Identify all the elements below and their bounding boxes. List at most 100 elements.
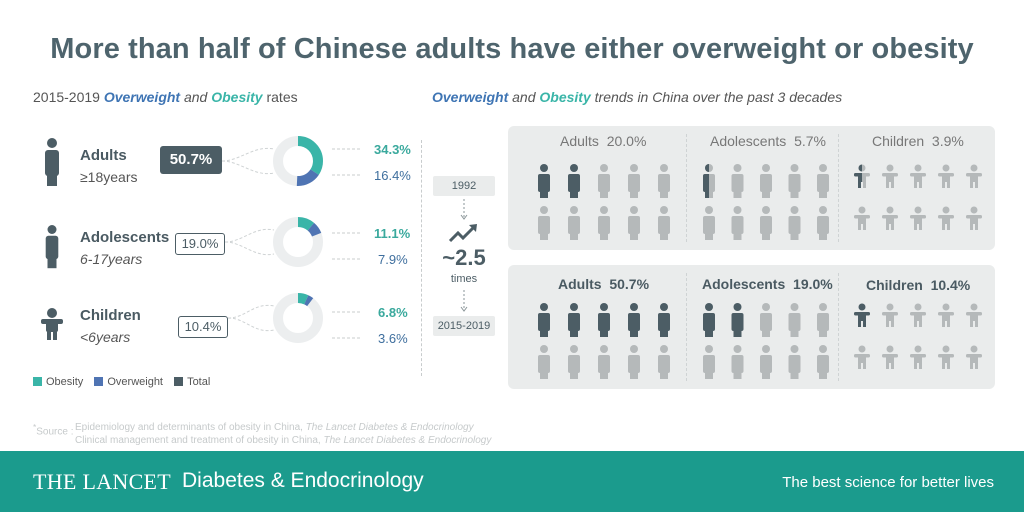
pictogram-person — [788, 206, 801, 240]
left-heading-years: 2015-2019 — [33, 89, 100, 105]
adolescent-icon — [45, 225, 59, 269]
pictogram-person — [938, 303, 954, 327]
trend-up-icon — [448, 225, 476, 243]
pictogram-person — [538, 345, 550, 379]
panel-1992-adolescents-label: Adolescents 5.7% — [710, 133, 826, 149]
footer-bar — [0, 451, 1024, 512]
pictogram-person — [658, 206, 670, 240]
pictogram-person — [854, 206, 870, 230]
pictogram-grid — [538, 164, 982, 379]
legend-overweight-swatch — [94, 377, 104, 386]
pictogram-person — [882, 164, 898, 188]
panel-2015-adults-label: Adults 50.7% — [558, 276, 650, 292]
child-icon — [41, 308, 63, 340]
pictogram-person — [703, 303, 715, 337]
pictogram-person — [760, 345, 772, 379]
left-heading: 2015-2019 Overweight and Obesity rates — [33, 89, 298, 105]
adult-icon — [45, 138, 59, 186]
pictogram-person — [731, 164, 744, 198]
pictogram-person — [966, 303, 982, 327]
right-heading: Overweight and Obesity trends in China o… — [432, 89, 842, 105]
donut-adults — [273, 136, 323, 186]
panel-2015 — [508, 265, 995, 389]
donut-segment-teal-children — [273, 293, 323, 343]
pictogram-person — [568, 303, 580, 337]
panel-2015-divider-1 — [686, 273, 687, 381]
pictogram-person — [910, 303, 926, 327]
pictogram-person — [854, 303, 870, 327]
left-heading-obesity: Obesity — [211, 89, 263, 105]
right-heading-and: and — [512, 89, 536, 105]
pictogram-person — [658, 345, 670, 379]
total-badge-children: 10.4% — [178, 316, 228, 338]
legend-overweight-label: Overweight — [107, 376, 163, 388]
brand-logo: THE LANCET — [33, 469, 172, 494]
pictogram-person — [910, 206, 926, 230]
multiplier-unit: times — [450, 273, 478, 285]
source-line-1: Epidemiology and determinants of obesity… — [75, 422, 474, 433]
pictogram-person — [731, 206, 744, 240]
legend-obesity-swatch — [33, 377, 42, 386]
donut-children — [273, 293, 323, 343]
trend-arrows — [448, 199, 477, 312]
group-children-age: <6years — [80, 329, 131, 345]
pictogram-person — [598, 206, 610, 240]
panel-2015-children-label: Children 10.4% — [866, 277, 971, 293]
group-adults-age: ≥18years — [80, 169, 138, 185]
pictogram-person — [760, 206, 772, 240]
left-heading-rates: rates — [266, 89, 298, 105]
pictogram-person — [731, 303, 744, 337]
panel-1992 — [508, 126, 995, 250]
pictogram-person — [703, 206, 715, 240]
panel-1992-children-label: Children 3.9% — [872, 133, 964, 149]
pictogram-person — [628, 164, 640, 198]
pictogram-person — [598, 345, 610, 379]
legend-obesity-label: Obesity — [46, 376, 84, 388]
donut-segment-blue-adults — [273, 136, 323, 186]
group-adolescents-age: 6-17years — [80, 251, 143, 267]
pictogram-person — [703, 345, 715, 379]
pictogram-person — [568, 345, 580, 379]
pictogram-person — [788, 303, 801, 337]
pictogram-person — [882, 206, 898, 230]
pictogram-person — [966, 164, 982, 188]
right-heading-obesity: Obesity — [539, 89, 591, 105]
source-line-2: Clinical management and treatment of obe… — [75, 435, 492, 446]
legend-total-label: Total — [187, 376, 211, 388]
total-badge-adolescents: 19.0% — [175, 233, 225, 255]
pictogram-person — [817, 206, 829, 240]
overweight-pct-children: 6.8% — [378, 305, 408, 320]
pictogram-person — [731, 345, 744, 379]
pictogram-person — [658, 164, 670, 198]
group-adults-name: Adults — [80, 147, 127, 164]
right-heading-overweight: Overweight — [432, 89, 509, 105]
journal-name: Diabetes & Endocrinology — [182, 469, 424, 492]
slogan: The best science for better lives — [782, 474, 994, 491]
pictogram-person — [854, 345, 870, 369]
pictogram-person — [598, 303, 610, 337]
donut-segment-teal-adults — [273, 136, 323, 186]
legend: Obesity Overweight Total — [33, 376, 210, 388]
pictogram-person — [628, 206, 640, 240]
pictogram-person — [966, 345, 982, 369]
legend-total-swatch — [174, 377, 184, 386]
pictogram-person — [788, 345, 801, 379]
panel-1992-divider-2 — [838, 134, 839, 242]
page-title: More than half of Chinese adults have ei… — [50, 33, 974, 65]
pictogram-person — [538, 303, 550, 337]
pictogram-person — [910, 345, 926, 369]
left-heading-overweight: Overweight — [103, 89, 181, 105]
multiplier-value: ~2.5 — [442, 245, 486, 270]
overweight-pct-adolescents: 11.1% — [374, 226, 411, 241]
pictogram-person — [538, 206, 550, 240]
pictogram-person — [760, 303, 772, 337]
obesity-pct-adults: 16.4% — [374, 168, 411, 183]
panel-1992-adults-label: Adults 20.0% — [560, 133, 647, 149]
pictogram-person — [882, 303, 898, 327]
left-heading-and: and — [183, 89, 208, 105]
panel-1992-divider-1 — [686, 134, 687, 242]
pictogram-person — [658, 303, 670, 337]
pictogram-person — [760, 164, 772, 198]
column-divider — [421, 140, 422, 376]
pictogram-person — [628, 303, 640, 337]
